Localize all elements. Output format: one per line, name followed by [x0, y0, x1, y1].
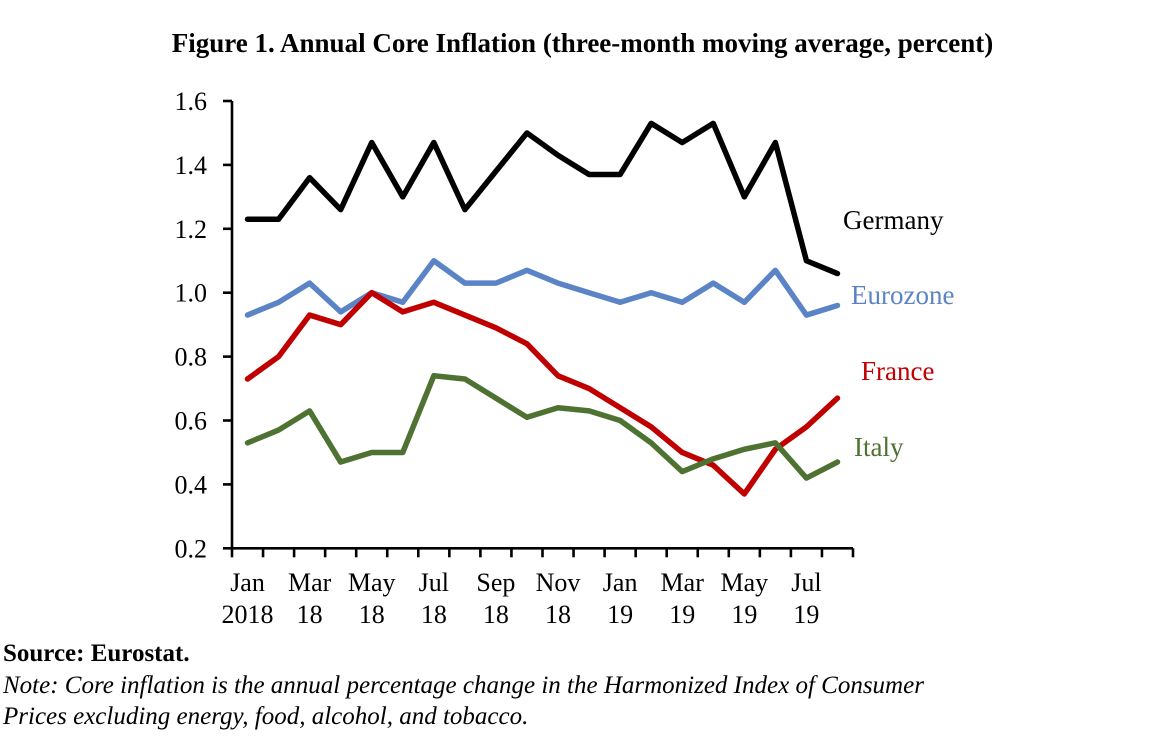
- x-tick-label-month: Jul: [419, 568, 449, 597]
- x-tick-label-month: Jan: [230, 568, 265, 597]
- x-tick-label-month: Jan: [603, 568, 638, 597]
- y-tick-label: 1.0: [175, 279, 208, 308]
- series-line-eurozone: [244, 258, 841, 318]
- y-tick-label: 0.8: [175, 343, 208, 372]
- y-tick-label: 0.6: [175, 407, 208, 436]
- x-tick-label-year: 2018: [222, 600, 274, 629]
- x-tick-label-year: 18: [359, 600, 385, 629]
- x-tick-label-month: May: [348, 568, 396, 597]
- x-tick-label-month: Mar: [661, 568, 705, 597]
- x-tick-label-year: 18: [545, 600, 571, 629]
- x-tick-label-year: 19: [793, 600, 819, 629]
- y-tick-label: 1.6: [175, 87, 208, 116]
- series-line-italy: [244, 373, 841, 481]
- y-tick-label: 0.4: [175, 470, 208, 499]
- x-tick-label-year: 19: [607, 600, 633, 629]
- x-tick-label-month: Jul: [791, 568, 821, 597]
- series-line-germany: [244, 120, 841, 277]
- legend-label-italy: Italy: [854, 432, 904, 462]
- x-tick-label-year: 19: [731, 600, 757, 629]
- chart-title: Figure 1. Annual Core Inflation (three-m…: [171, 28, 994, 58]
- x-tick-label-year: 18: [421, 600, 447, 629]
- x-tick-label-month: Sep: [476, 568, 515, 597]
- legend-label-france: France: [861, 356, 934, 386]
- legend-label-eurozone: Eurozone: [851, 280, 954, 310]
- x-tick-label-year: 18: [297, 600, 323, 629]
- x-tick-label-month: May: [720, 568, 768, 597]
- series-line-france: [244, 289, 841, 497]
- note-text-line-1: Note: Core inflation is the annual perce…: [3, 672, 924, 699]
- legend-label-germany: Germany: [843, 205, 944, 235]
- x-tick-label-month: Nov: [536, 568, 581, 597]
- x-tick-label-year: 18: [483, 600, 509, 629]
- note-text-line-2: Prices excluding energy, food, alcohol, …: [3, 703, 529, 730]
- source-label: Source: Eurostat.: [3, 640, 190, 667]
- x-tick-label-month: Mar: [288, 568, 332, 597]
- y-tick-label: 1.2: [175, 215, 208, 244]
- x-tick-label-year: 19: [669, 600, 695, 629]
- y-tick-label: 1.4: [175, 151, 208, 180]
- y-tick-label: 0.2: [175, 534, 208, 563]
